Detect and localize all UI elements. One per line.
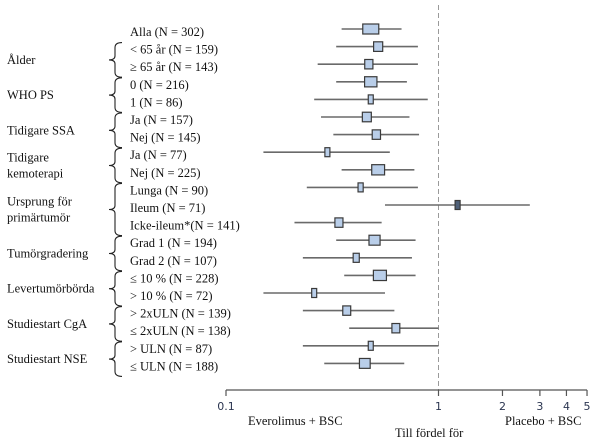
row-label: Grad 2 (N = 107)	[130, 254, 217, 268]
group-brace	[108, 341, 123, 377]
hr-marker	[391, 322, 401, 334]
hr-marker	[361, 111, 372, 123]
group-label: Studiestart CgA	[7, 317, 87, 331]
forest-row: 0 (N = 216)	[130, 76, 407, 92]
group: WHO PS	[7, 77, 123, 113]
forest-row: Alla (N = 302)	[130, 23, 402, 39]
row-label: Icke-ileum*(N = 141)	[130, 219, 240, 233]
hr-marker	[324, 147, 331, 158]
hr-marker	[454, 199, 461, 211]
forest-row: < 65 år (N = 159)	[130, 41, 418, 57]
forest-row: ≤ 10 % (N = 228)	[130, 269, 416, 285]
forest-row: Icke-ileum*(N = 141)	[130, 217, 382, 233]
x-tick-label: 5	[584, 400, 591, 413]
row-label: Ja (N = 157)	[130, 113, 193, 127]
left-favor-label: Everolimus + BSC	[248, 414, 343, 428]
hr-marker	[342, 305, 352, 316]
hr-marker	[311, 287, 318, 299]
forest-row: Ja (N = 77)	[130, 147, 390, 162]
forest-row: > ULN (N = 87)	[130, 340, 439, 356]
row-label: ≤ ULN (N = 188)	[130, 359, 218, 373]
x-axis-title: Till fördel för	[395, 426, 464, 440]
forest-row: Grad 1 (N = 194)	[130, 234, 416, 250]
hr-marker	[367, 340, 374, 351]
row-label: Nej (N = 145)	[130, 131, 201, 145]
hr-marker	[368, 234, 381, 246]
forest-row: ≤ 2xULN (N = 138)	[130, 322, 439, 338]
group-brace	[108, 235, 123, 272]
group-brace	[108, 112, 123, 149]
group-label: Ursprung för	[7, 195, 73, 209]
hr-marker	[372, 269, 388, 282]
group: Tidigare kemoterapi	[7, 147, 123, 184]
hr-marker	[362, 23, 380, 35]
group-brace	[108, 147, 123, 184]
group-brace	[108, 77, 123, 113]
hr-marker	[357, 182, 364, 193]
hr-marker	[371, 129, 382, 140]
group-label: Studiestart NSE	[7, 352, 88, 366]
x-tick-label: 1	[435, 400, 442, 413]
row-label: < 65 år (N = 159)	[130, 43, 218, 57]
forest-row: ≥ 65 år (N = 143)	[130, 58, 418, 74]
hr-marker	[363, 76, 378, 88]
row-label: Alla (N = 302)	[130, 25, 204, 39]
forest-row: > 2xULN (N = 139)	[130, 305, 395, 321]
row-label: Nej (N = 225)	[130, 166, 201, 180]
row-label: > ULN (N = 87)	[130, 342, 212, 356]
group-brace	[108, 270, 123, 307]
group: Ursprung för primärtumör	[7, 182, 123, 237]
row-label: 1 (N = 86)	[130, 95, 183, 109]
x-tick-label: 2	[499, 400, 506, 413]
row-label: Grad 1 (N = 194)	[130, 236, 217, 250]
row-label: 0 (N = 216)	[130, 78, 189, 92]
forest-row: Ja (N = 157)	[130, 111, 410, 127]
group: Levertumörbörda	[7, 270, 123, 307]
group: Studiestart CgA	[7, 306, 123, 342]
group-brace	[108, 182, 123, 237]
group-label: Tumörgradering	[7, 247, 89, 261]
row-label: Lunga (N = 90)	[130, 183, 208, 197]
forest-row: Nej (N = 225)	[130, 164, 415, 180]
hr-marker	[371, 164, 386, 176]
forest-row: Ileum (N = 71)	[130, 199, 530, 215]
group: Tidigare SSA	[7, 112, 123, 149]
forest-row: 1 (N = 86)	[130, 94, 428, 109]
hr-marker	[352, 252, 360, 263]
group-label: Levertumörbörda	[7, 282, 95, 296]
row-label: Ileum (N = 71)	[130, 201, 205, 215]
forest-row: ≤ ULN (N = 188)	[130, 357, 405, 373]
x-tick-label: 3	[536, 400, 543, 413]
row-label: > 10 % (N = 72)	[130, 289, 213, 303]
group-label: Tidigare	[7, 151, 49, 165]
hr-marker	[334, 217, 344, 228]
group-brace	[108, 42, 123, 78]
group: Tumörgradering	[7, 235, 123, 272]
forest-row: Lunga (N = 90)	[130, 182, 418, 197]
group-label: Ålder	[7, 53, 36, 67]
x-tick-label: 4	[563, 400, 570, 413]
row-label: ≤ 2xULN (N = 138)	[130, 324, 231, 338]
row-label: > 2xULN (N = 139)	[130, 307, 231, 321]
hr-marker	[364, 58, 374, 70]
forest-row: > 10 % (N = 72)	[130, 287, 385, 303]
forest-row: Nej (N = 145)	[130, 129, 420, 145]
row-label: Ja (N = 77)	[130, 148, 187, 162]
group-label: Tidigare SSA	[7, 123, 75, 137]
right-favor-label: Placebo + BSC	[505, 414, 582, 428]
x-tick-label: 0.1	[217, 400, 235, 413]
forest-row: Grad 2 (N = 107)	[130, 252, 412, 268]
group: Ålder	[7, 42, 123, 78]
group-brace	[108, 306, 123, 342]
group-label: kemoterapi	[7, 167, 64, 181]
group: Studiestart NSE	[7, 341, 123, 377]
hr-marker	[373, 41, 384, 52]
group-label: primärtumör	[7, 211, 71, 225]
group-label: WHO PS	[7, 88, 54, 102]
hr-marker	[367, 94, 374, 105]
row-label: ≥ 65 år (N = 143)	[130, 60, 218, 74]
hr-marker	[358, 357, 371, 369]
row-label: ≤ 10 % (N = 228)	[130, 271, 219, 285]
